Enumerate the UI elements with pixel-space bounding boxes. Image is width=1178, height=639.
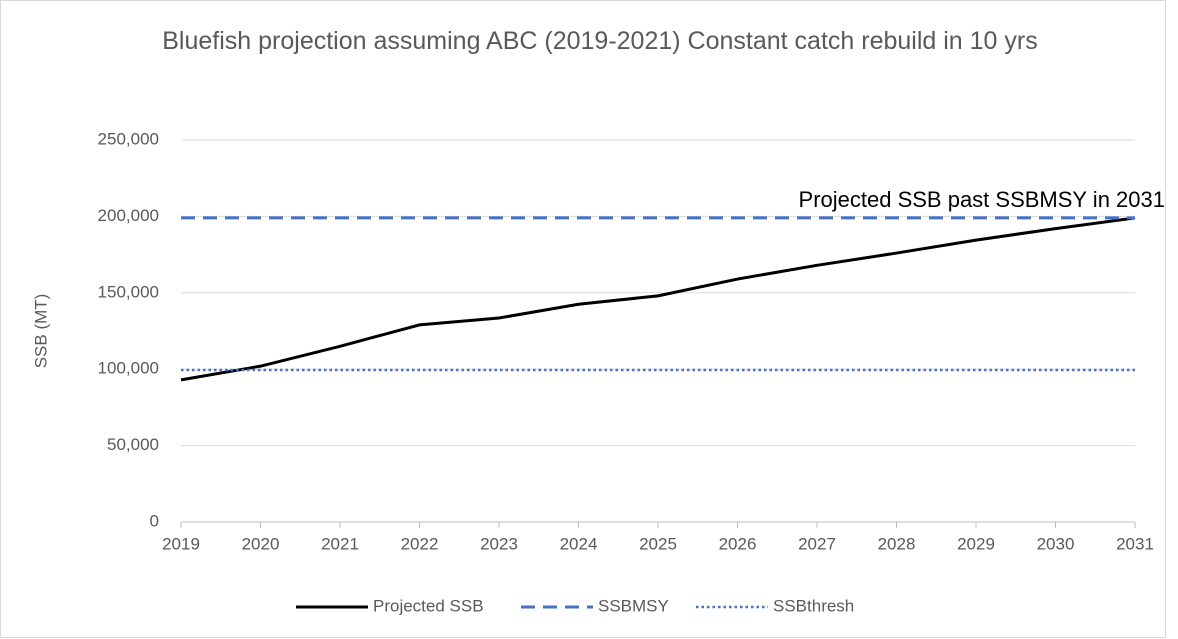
- legend-label: SSBMSY: [598, 596, 669, 615]
- x-tick-label: 2025: [639, 534, 677, 553]
- y-tick-label: 100,000: [98, 359, 159, 378]
- y-tick-label: 0: [150, 511, 159, 530]
- x-tick-label: 2026: [719, 534, 757, 553]
- x-tick-label: 2030: [1037, 534, 1075, 553]
- x-tick-label: 2024: [560, 534, 598, 553]
- x-tick-label: 2027: [798, 534, 836, 553]
- chart-title: Bluefish projection assuming ABC (2019-2…: [162, 27, 1038, 55]
- x-tick-label: 2022: [401, 534, 439, 553]
- y-tick-label: 50,000: [107, 435, 159, 454]
- x-tick-label: 2020: [242, 534, 280, 553]
- x-tick-label: 2028: [878, 534, 916, 553]
- y-axis-label: SSB (MT): [31, 294, 50, 369]
- x-tick-label: 2021: [321, 534, 359, 553]
- x-tick-label: 2031: [1116, 534, 1154, 553]
- x-tick-label: 2023: [480, 534, 518, 553]
- y-tick-label: 200,000: [98, 206, 159, 225]
- annotation: Projected SSB past SSBMSY in 2031: [799, 187, 1165, 212]
- legend-label: Projected SSB: [373, 596, 484, 615]
- legend-label: SSBthresh: [773, 596, 854, 615]
- series-line: [180, 216, 1136, 382]
- y-tick-label: 150,000: [98, 282, 159, 301]
- x-tick-label: 2029: [957, 534, 995, 553]
- x-tick-label: 2019: [162, 534, 200, 553]
- y-tick-label: 250,000: [98, 129, 159, 148]
